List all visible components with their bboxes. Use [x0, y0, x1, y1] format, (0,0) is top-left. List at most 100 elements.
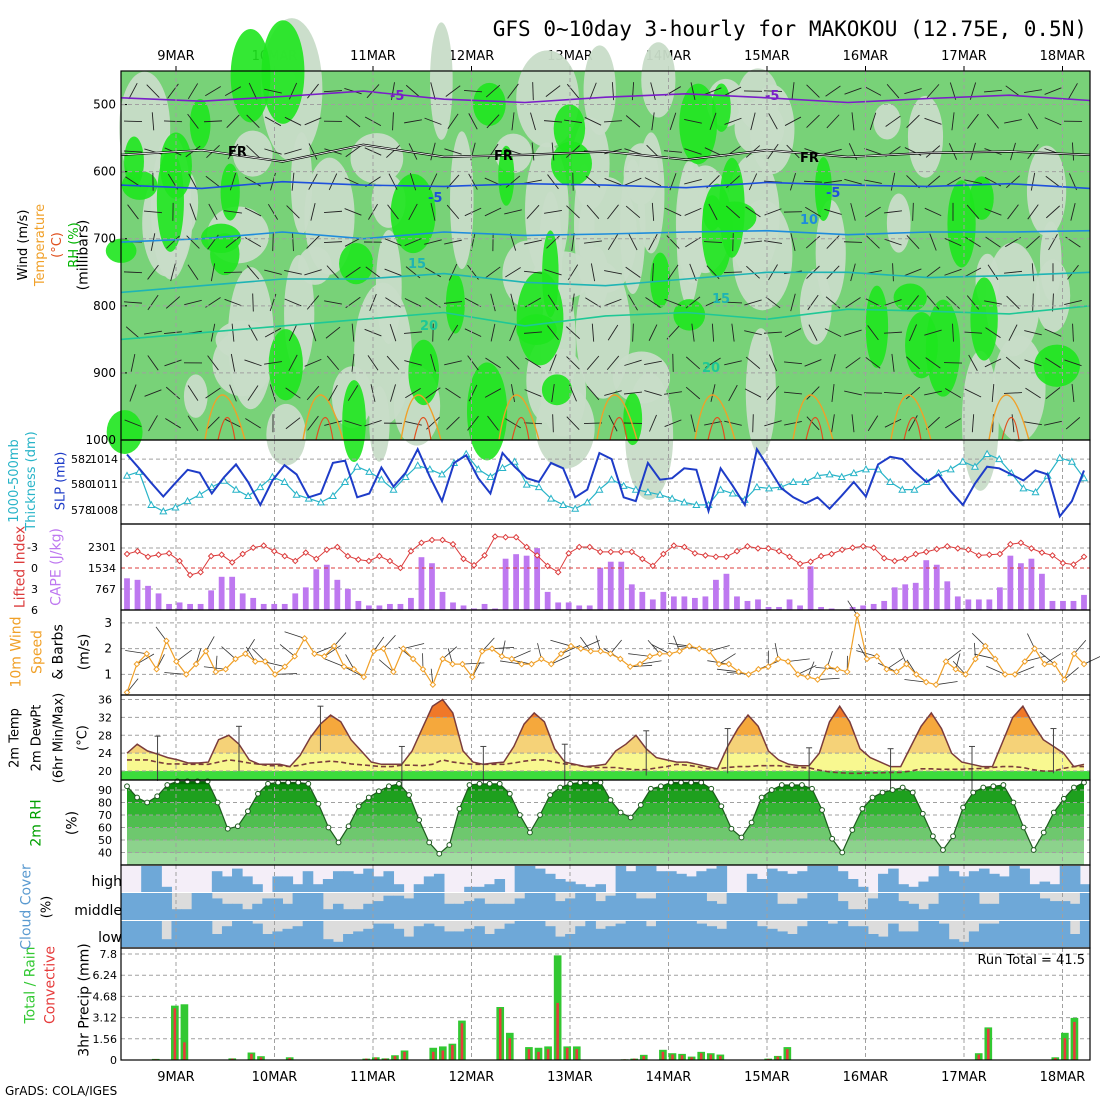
lifted-index-marker	[1080, 553, 1088, 561]
date-label-bottom: 17MAR	[941, 1070, 987, 1085]
wind-barb	[151, 112, 155, 131]
wind-barb	[945, 176, 961, 187]
date-label-top: 16MAR	[843, 49, 889, 64]
wind-barb	[307, 415, 319, 431]
cloud-cell	[686, 921, 697, 947]
cloud-cell	[302, 893, 314, 920]
wind-barb	[826, 235, 840, 249]
wind-speed-marker	[478, 647, 486, 655]
precip-convective-bar	[384, 1058, 387, 1060]
wind-barb	[566, 83, 580, 99]
wind-barb-10m	[1024, 655, 1046, 662]
wind-barb	[1007, 204, 1019, 220]
rh-marker	[406, 792, 412, 798]
date-label-bottom: 14MAR	[646, 1070, 692, 1085]
thickness-marker	[910, 485, 919, 493]
wind-barb	[586, 385, 600, 401]
wind-speed-marker	[735, 668, 742, 676]
wind-barb	[464, 207, 482, 217]
lifted-index-marker	[207, 552, 215, 560]
wind-barb	[504, 148, 522, 155]
wind-barb-10m	[899, 648, 907, 665]
precip-convective-bar	[709, 1054, 713, 1060]
wind-barb-10m	[856, 650, 877, 657]
wind-barb	[524, 389, 542, 397]
cape-bar	[786, 599, 793, 610]
lifted-index-marker	[386, 557, 394, 565]
precip-convective-bar	[374, 1057, 378, 1060]
cloud-cell	[474, 926, 485, 947]
wind-barb	[484, 207, 502, 217]
wind-barb	[1064, 359, 1082, 367]
thickness-marker	[365, 467, 374, 475]
precip-convective-bar	[642, 1055, 646, 1060]
contour-label: -5	[765, 89, 779, 104]
lifted-index-marker	[470, 561, 478, 569]
wind-barb	[510, 293, 516, 312]
cloud-cell	[968, 893, 980, 920]
wind-barb	[805, 206, 821, 217]
cloud-cell	[666, 921, 677, 947]
wind-barb	[345, 115, 361, 128]
wind-barb-10m	[952, 660, 966, 675]
cloud-cell	[1079, 893, 1091, 920]
rh-marker	[255, 790, 261, 797]
rh-dry-region	[304, 157, 355, 275]
cloud-cell	[575, 893, 586, 920]
cloud-cell	[232, 903, 243, 920]
wind-barb	[144, 389, 162, 397]
wind-speed-marker	[370, 647, 377, 655]
wind-barb-10m	[550, 639, 572, 647]
wind-barb	[386, 355, 400, 370]
cloud-cell	[625, 921, 637, 947]
wind-speed-marker	[182, 671, 190, 678]
wind-barb	[490, 293, 496, 312]
wind-barb	[851, 112, 855, 131]
wind-barb	[883, 392, 903, 395]
wind-barb	[424, 117, 442, 125]
cloud-cell	[928, 921, 940, 947]
precip-frame	[120, 947, 1091, 1061]
precip-convective-bar	[508, 1038, 512, 1060]
temp-tick-label: 24	[98, 747, 112, 760]
cloud-cell	[1009, 921, 1020, 947]
wind-barb	[591, 323, 595, 342]
cloud-cell	[575, 926, 586, 947]
cape-bar	[860, 605, 867, 610]
bottom-date-axis: 9MAR 10MAR 11MAR 12MAR 13MAR 14MAR 15MAR 16MAR 1…	[157, 1070, 1085, 1085]
wind-barb-10m	[858, 643, 868, 660]
wind-speed-marker	[932, 681, 940, 689]
temp-band	[127, 717, 1084, 737]
wind-barb	[324, 300, 342, 305]
wind-speed-marker	[330, 642, 338, 650]
precip-convective-bar	[230, 1058, 234, 1060]
wind-barb	[1006, 295, 1020, 310]
wind-barb	[884, 210, 902, 214]
lifted-index-marker	[365, 557, 373, 565]
cape-bar	[975, 599, 982, 610]
wind-barb	[384, 238, 402, 246]
rh-marker	[537, 812, 543, 818]
wind-barb	[523, 331, 543, 334]
rh-marker	[587, 779, 594, 786]
wind-barb	[648, 324, 658, 341]
rh-marker	[325, 824, 332, 831]
wind-barb-10m	[1014, 666, 1035, 675]
wind-barb	[890, 172, 896, 191]
lifted-index-marker	[523, 543, 530, 551]
wind-speed-marker	[538, 655, 545, 663]
rh-dry-region	[886, 193, 911, 253]
cloud-cell	[383, 895, 395, 920]
wind-barb	[551, 142, 555, 161]
wind-barb-10m	[1044, 653, 1062, 665]
wind-tick-label: 3	[104, 616, 112, 630]
wind-barb	[304, 358, 322, 367]
slp-tick-label: 1008	[90, 504, 118, 517]
wind-barb	[807, 294, 819, 311]
thickness-marker	[328, 491, 337, 500]
contour-label: 15	[712, 292, 730, 307]
cloud-cell	[807, 893, 818, 920]
wind-barb	[885, 115, 901, 127]
wind-speed-marker	[656, 650, 664, 658]
precip-convective-bar	[575, 1049, 579, 1060]
